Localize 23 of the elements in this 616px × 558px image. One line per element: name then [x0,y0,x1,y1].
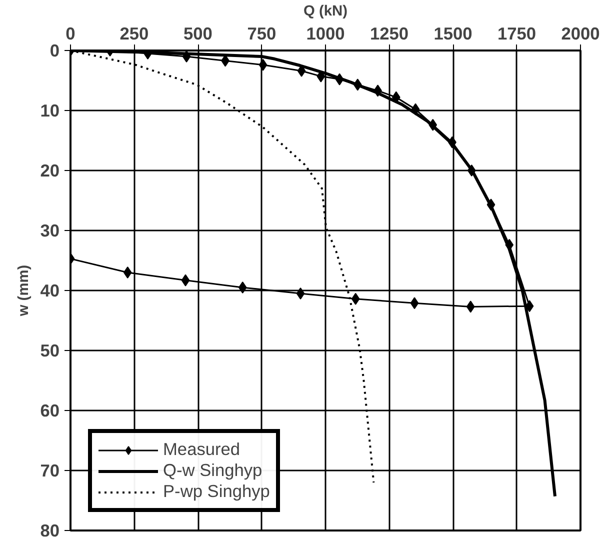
y-tick-label: 80 [40,520,60,540]
x-tick-label: 1500 [434,24,472,44]
x-axis-title: Q (kN) [304,4,348,20]
y-axis-title: w (mm) [16,264,32,318]
x-tick-label: 1750 [497,24,536,44]
legend-label: P-wp Singhyp [163,481,270,502]
legend-label: Measured [163,439,240,460]
x-tick-label: 750 [247,24,276,44]
y-tick-label: 10 [40,100,60,120]
x-tick-label: 250 [120,24,149,44]
y-tick-label: 0 [50,40,60,60]
x-tick-label: 2000 [561,24,600,44]
y-tick-label: 20 [40,160,60,180]
x-tick-label: 1000 [306,24,345,44]
y-tick-label: 60 [40,400,60,420]
y-tick-label: 50 [40,340,60,360]
x-tick-label: 1250 [370,24,409,44]
x-tick-label: 0 [66,24,76,44]
y-tick-label: 70 [40,460,60,480]
y-tick-label: 40 [40,280,60,300]
y-tick-label: 30 [40,220,60,240]
legend-label: Q-w Singhyp [163,460,262,481]
x-tick-label: 500 [184,24,212,44]
